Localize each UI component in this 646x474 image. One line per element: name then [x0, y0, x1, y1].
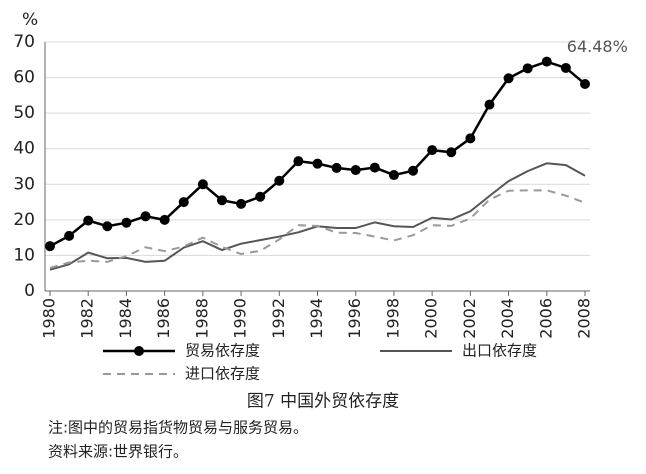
- point: [465, 133, 476, 144]
- point: [159, 214, 170, 225]
- x-tick-label: 1986: [154, 298, 173, 339]
- y-axis-label: %: [22, 10, 38, 30]
- point: [293, 156, 304, 167]
- chart-title: 图7 中国外贸依存度: [247, 392, 399, 412]
- point: [541, 56, 552, 67]
- legend-label: 出口依存度: [462, 342, 537, 360]
- legend-label: 进口依存度: [185, 365, 260, 383]
- y-tick-label: 60: [13, 68, 35, 88]
- y-tick-label: 40: [13, 139, 35, 159]
- x-tick-label: 1998: [383, 298, 402, 339]
- series-line: [49, 162, 586, 271]
- point: [446, 147, 457, 158]
- x-tick-label: 1992: [269, 298, 288, 339]
- point: [580, 78, 590, 89]
- series-line: [49, 189, 586, 269]
- point: [560, 62, 571, 73]
- point: [388, 170, 399, 181]
- x-tick-label: 1980: [40, 298, 59, 339]
- y-tick-label: 30: [13, 174, 35, 194]
- point: [331, 162, 342, 173]
- point: [64, 230, 75, 241]
- source: 资料来源:世界银行。: [48, 443, 188, 461]
- point: [102, 221, 113, 232]
- x-tick-label: 2000: [422, 298, 441, 339]
- point: [216, 195, 227, 206]
- x-tick-label: 2006: [536, 298, 555, 339]
- point: [522, 63, 533, 74]
- point: [236, 198, 247, 209]
- y-tick-label: 70: [13, 32, 35, 52]
- point: [197, 179, 208, 190]
- point: [312, 158, 323, 169]
- point: [427, 145, 438, 156]
- y-tick-label: 50: [13, 103, 35, 123]
- legend-marker: [134, 346, 144, 356]
- point: [121, 217, 132, 228]
- point: [369, 162, 380, 173]
- point: [408, 165, 419, 176]
- x-tick-label: 1984: [116, 298, 135, 339]
- x-tick-label: 1990: [231, 298, 250, 339]
- point: [350, 165, 361, 176]
- x-tick-label: 1982: [78, 298, 97, 339]
- y-tick-label: 10: [13, 245, 35, 265]
- point: [255, 191, 266, 202]
- point: [503, 73, 514, 84]
- y-tick-label: 0: [24, 281, 35, 301]
- y-tick-label: 20: [13, 210, 35, 230]
- x-tick-label: 1994: [307, 298, 326, 339]
- x-tick-label: 1988: [192, 298, 211, 339]
- x-tick-label: 2008: [575, 298, 594, 339]
- point: [274, 175, 285, 186]
- point: [45, 241, 55, 252]
- point: [83, 215, 94, 226]
- note: 注:图中的贸易指货物贸易与服务贸易。: [48, 419, 308, 437]
- x-tick-label: 2002: [460, 298, 479, 339]
- value-label: 64.48%: [567, 37, 628, 56]
- legend-label: 贸易依存度: [185, 342, 260, 360]
- x-tick-label: 2004: [498, 298, 517, 339]
- x-tick-label: 1996: [345, 298, 364, 339]
- series-line: [49, 60, 586, 248]
- point: [484, 99, 495, 110]
- point: [178, 197, 189, 208]
- point: [140, 211, 151, 222]
